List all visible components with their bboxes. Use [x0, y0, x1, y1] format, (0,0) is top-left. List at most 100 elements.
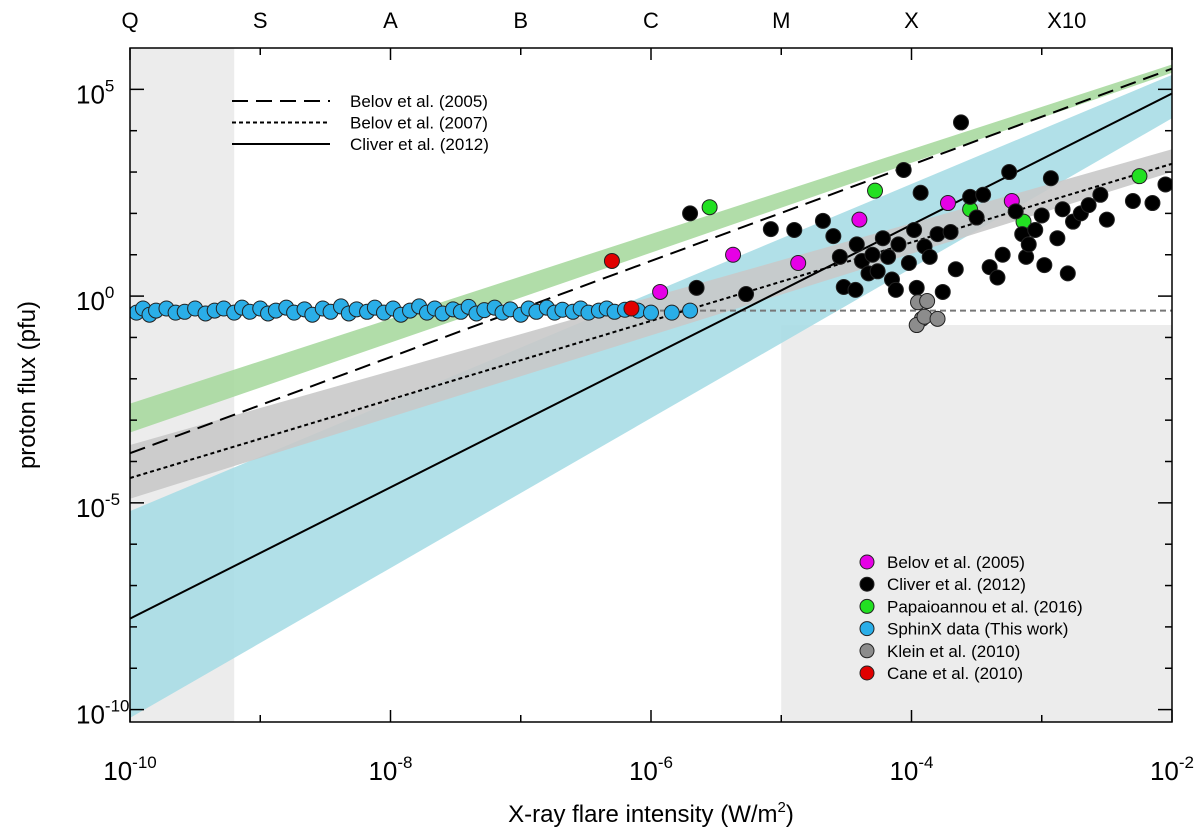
- x-tick-labels: 10-10 10-8 10-6 10-4 10-2: [103, 753, 1194, 786]
- line-legend: Belov et al. (2005) Belov et al. (2007) Cl…: [232, 92, 489, 154]
- line-legend-label-2: Cliver et al. (2012): [350, 135, 489, 154]
- shaded-regions: [130, 48, 1172, 722]
- point-1-32: [962, 188, 979, 205]
- point-1-55: [1124, 192, 1141, 209]
- point-1-0: [682, 205, 699, 222]
- point-1-1: [688, 279, 705, 296]
- marker-legend: Belov et al. (2005) Cliver et al. (2012) P…: [859, 553, 1083, 683]
- point-1-45: [1036, 257, 1053, 274]
- flare-class-Q: Q: [121, 8, 138, 33]
- point-1-36: [989, 269, 1006, 286]
- point-0-2: [790, 255, 807, 272]
- point-4-4: [916, 308, 933, 325]
- point-0-3: [851, 211, 868, 228]
- point-0-4: [939, 195, 956, 212]
- point-1-18: [887, 281, 904, 298]
- point-1-31: [952, 114, 969, 131]
- y-tick-labels: 105 100 10-5 10-10: [76, 76, 130, 729]
- point-0-1: [725, 246, 742, 263]
- point-1-20: [895, 161, 912, 178]
- point-1-21: [900, 255, 917, 272]
- axis-ticks: [129, 48, 1173, 722]
- point-2-4: [1131, 168, 1148, 185]
- flare-class-B: B: [513, 8, 528, 33]
- point-1-10: [848, 236, 865, 253]
- point-3-59: [663, 304, 680, 321]
- y-tick-label-1: 100: [76, 283, 114, 316]
- point-1-39: [1007, 203, 1024, 220]
- point-1-54: [1098, 211, 1115, 228]
- point-4-5: [929, 310, 946, 327]
- fit-line-1: [130, 162, 1172, 479]
- point-3-58: [643, 304, 659, 321]
- x-tick-label-0: 10-10: [103, 753, 157, 786]
- y-tick-label-3: 10-10: [76, 697, 130, 730]
- marker-legend-label-4: Klein et al. (2010): [887, 642, 1020, 661]
- point-1-16: [880, 248, 897, 265]
- flare-class-M: M: [772, 8, 790, 33]
- point-1-15: [874, 230, 891, 247]
- flare-class-X10: X10: [1047, 8, 1086, 33]
- marker-legend-label-1: Cliver et al. (2012): [887, 575, 1026, 594]
- x-axis-label-text: X-ray flare intensity (W/m: [508, 801, 777, 828]
- point-5-1: [623, 300, 640, 317]
- point-1-13: [864, 246, 881, 263]
- x-axis-label-end: ): [786, 801, 794, 828]
- flare-class-X: X: [904, 8, 919, 33]
- point-0-0: [652, 283, 669, 300]
- point-1-29: [942, 224, 959, 241]
- point-1-22: [906, 221, 923, 238]
- marker-legend-dot-3: [859, 621, 875, 637]
- y-tick-label-2: 10-5: [76, 490, 120, 523]
- x-axis-label-sup: 2: [778, 799, 786, 816]
- marker-legend-label-5: Cane et al. (2010): [887, 664, 1023, 683]
- point-1-7: [831, 248, 848, 265]
- flare-class-A: A: [383, 8, 398, 33]
- point-1-34: [975, 186, 992, 203]
- fit-band-0: [130, 64, 1172, 433]
- point-1-33: [968, 209, 985, 226]
- y-tick-label-0: 105: [76, 76, 114, 109]
- line-legend-label-0: Belov et al. (2005): [350, 92, 488, 111]
- x-tick-label-2: 10-6: [629, 753, 673, 786]
- data-points: [130, 114, 1172, 334]
- point-3-60: [682, 302, 699, 319]
- point-1-43: [1027, 221, 1044, 238]
- point-1-27: [929, 226, 946, 243]
- flare-class-S: S: [253, 8, 268, 33]
- marker-legend-dot-1: [859, 576, 875, 592]
- point-1-5: [814, 212, 831, 229]
- point-1-28: [934, 283, 951, 300]
- point-2-0: [701, 199, 718, 216]
- point-1-4: [786, 221, 803, 238]
- fit-line-2: [130, 92, 1172, 620]
- point-1-6: [825, 228, 842, 245]
- y-axis-label: proton flux (pfu): [14, 301, 41, 469]
- point-1-48: [1054, 201, 1071, 218]
- point-1-47: [1049, 230, 1066, 247]
- point-1-3: [762, 221, 779, 238]
- x-tick-label-3: 10-4: [889, 753, 933, 786]
- flare-class-labels: Q S A B C M X X10: [121, 8, 1086, 33]
- point-1-14: [869, 263, 886, 280]
- point-1-56: [1144, 195, 1161, 212]
- marker-legend-dot-5: [859, 665, 875, 681]
- point-1-44: [1033, 207, 1050, 224]
- plot-area: [130, 48, 1172, 722]
- point-1-23: [908, 279, 925, 296]
- point-1-46: [1042, 170, 1059, 187]
- point-1-37: [994, 246, 1011, 263]
- marker-legend-label-3: SphinX data (This work): [887, 620, 1068, 639]
- marker-legend-dot-2: [859, 598, 875, 614]
- shaded-region-1: [781, 325, 1172, 722]
- point-1-53: [1092, 186, 1109, 203]
- point-1-38: [1001, 164, 1018, 181]
- marker-legend-label-2: Papaioannou et al. (2016): [887, 597, 1083, 616]
- point-1-42: [1020, 236, 1037, 253]
- x-axis-label: X-ray flare intensity (W/m2): [508, 799, 794, 828]
- line-legend-label-1: Belov et al. (2007): [350, 114, 488, 133]
- point-1-19: [890, 236, 907, 253]
- marker-legend-label-0: Belov et al. (2005): [887, 553, 1025, 572]
- point-1-9: [847, 281, 864, 298]
